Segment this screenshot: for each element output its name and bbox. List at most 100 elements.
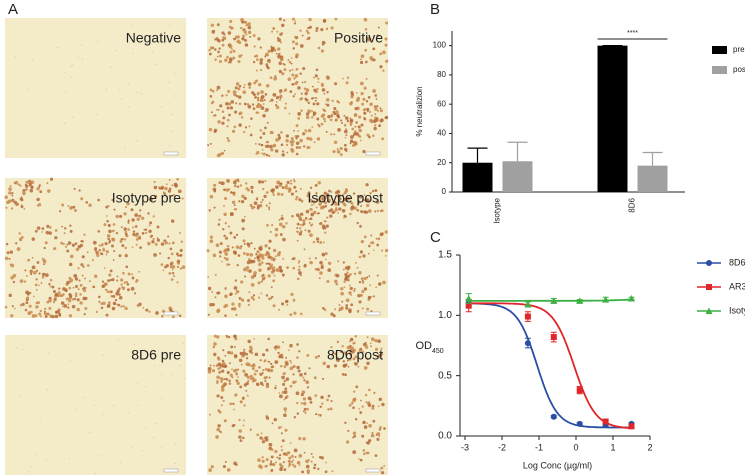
stain-dot: [320, 82, 324, 86]
stain-dot: [62, 243, 65, 245]
stain-dot: [145, 385, 147, 388]
stain-dot: [346, 271, 349, 274]
stain-dot: [160, 186, 164, 190]
stain-dot: [284, 102, 287, 105]
stain-dot: [164, 241, 168, 245]
stain-dot: [293, 178, 295, 181]
stain-dot: [252, 294, 256, 297]
stain-dot: [336, 148, 339, 151]
stain-dot: [359, 250, 363, 254]
stain-dot: [12, 280, 16, 284]
stain-dot: [270, 455, 274, 459]
stain-dot: [315, 192, 318, 195]
stain-dot: [168, 81, 170, 83]
stain-dot: [316, 102, 320, 106]
stain-dot: [296, 412, 300, 415]
stain-dot: [359, 224, 362, 228]
stain-dot: [5, 242, 9, 246]
stain-dot: [155, 311, 159, 315]
stain-dot: [298, 260, 301, 263]
stain-dot: [217, 50, 220, 54]
stain-dot: [299, 72, 302, 75]
stain-dot: [361, 289, 365, 294]
stain-dot: [297, 117, 301, 120]
stain-dot: [97, 40, 99, 42]
stain-dot: [49, 314, 53, 318]
stain-dot: [303, 407, 307, 411]
stain-dot: [81, 255, 85, 259]
stain-dot: [125, 253, 128, 256]
stain-dot: [274, 348, 277, 351]
stain-dot: [41, 227, 45, 230]
stain-dot: [290, 57, 293, 59]
stain-dot: [360, 91, 364, 96]
stain-dot: [346, 265, 351, 270]
stain-dot: [292, 298, 296, 302]
point: [465, 294, 473, 302]
stain-dot: [221, 361, 226, 366]
stain-dot: [267, 66, 270, 70]
stain-dot: [279, 92, 281, 94]
stain-dot: [370, 119, 374, 124]
stain-dot: [15, 242, 18, 245]
stain-dot: [296, 230, 299, 233]
stain-dot: [221, 38, 225, 42]
stain-dot: [349, 118, 354, 123]
stain-dot: [54, 229, 58, 232]
stain-dot: [265, 141, 268, 144]
stain-dot: [94, 249, 97, 252]
scale-bar: [163, 151, 179, 156]
stain-dot: [313, 141, 316, 144]
stain-dot: [31, 265, 36, 270]
stain-dot: [72, 286, 75, 289]
stain-dot: [288, 60, 292, 64]
stain-dot: [224, 252, 229, 256]
stain-dot: [342, 77, 344, 80]
stain-dot: [213, 342, 217, 346]
stain-dot: [226, 137, 229, 140]
stain-dot: [318, 202, 322, 206]
stain-dot: [276, 36, 280, 40]
stain-dot: [370, 295, 373, 298]
stain-dot: [302, 401, 307, 406]
stain-dot: [355, 385, 359, 389]
image-label: Negative: [126, 30, 181, 46]
stain-dot: [376, 109, 379, 112]
stain-dot: [173, 275, 175, 278]
stain-dot: [357, 125, 361, 129]
stain-dot: [306, 136, 310, 141]
stain-dot: [123, 238, 127, 241]
stain-dot: [343, 123, 347, 127]
stain-dot: [233, 369, 237, 373]
stain-dot: [216, 89, 219, 92]
stain-dot: [261, 180, 265, 184]
stain-dot: [102, 413, 104, 415]
stain-dot: [29, 272, 33, 276]
stain-dot: [267, 267, 271, 271]
stain-dot: [164, 186, 168, 191]
stain-dot: [265, 191, 269, 194]
stain-dot: [52, 289, 56, 294]
stain-dot: [250, 117, 253, 120]
stain-dot: [91, 259, 94, 262]
stain-dot: [268, 442, 273, 447]
stain-dot: [375, 286, 377, 289]
stain-dot: [319, 260, 323, 265]
stain-dot: [77, 267, 80, 270]
stain-dot: [95, 250, 99, 255]
stain-dot: [345, 134, 348, 136]
stain-dot: [162, 191, 165, 194]
x-tick-label: -3: [461, 442, 469, 452]
stain-dot: [117, 303, 121, 307]
stain-dot: [258, 143, 261, 146]
stain-dot: [287, 349, 290, 352]
stain-dot: [309, 25, 312, 29]
stain-dot: [210, 111, 213, 114]
stain-dot: [298, 265, 301, 268]
stain-dot: [363, 276, 367, 281]
stain-dot: [373, 126, 377, 131]
stain-dot: [308, 221, 311, 224]
stain-dot: [255, 253, 258, 256]
stain-dot: [318, 125, 321, 128]
stain-dot: [72, 205, 76, 209]
